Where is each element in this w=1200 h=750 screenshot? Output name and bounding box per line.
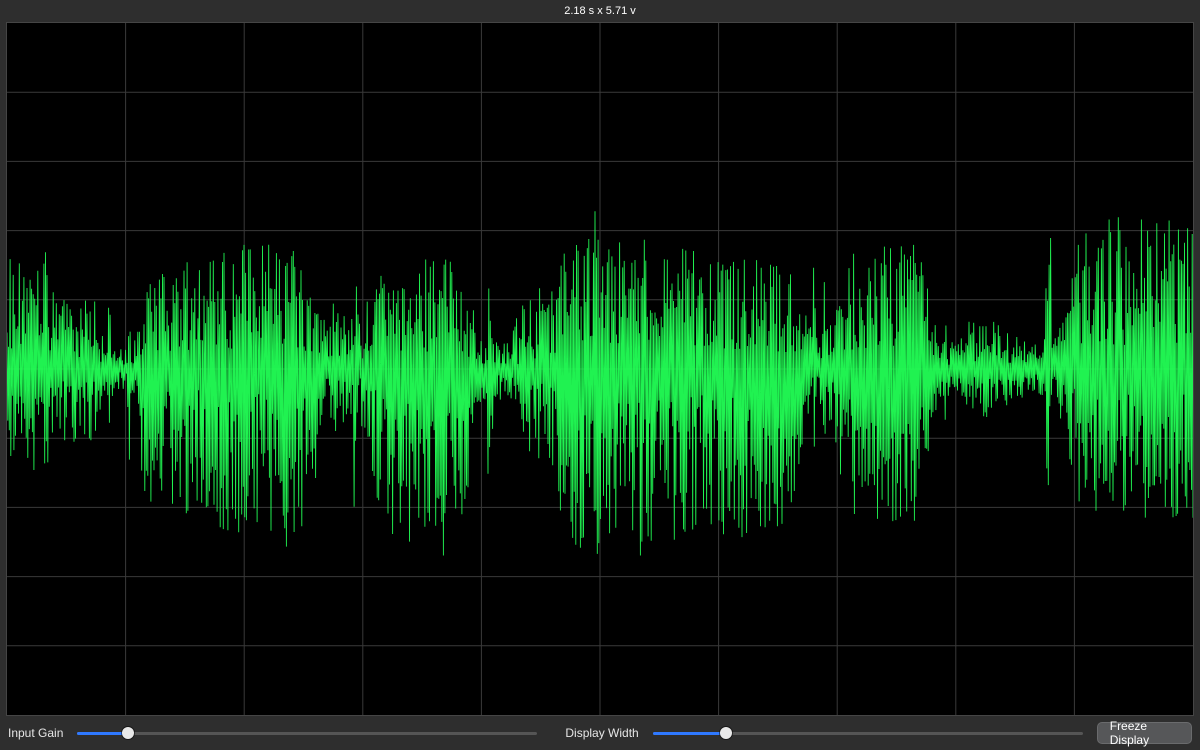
scope-display[interactable]	[6, 22, 1194, 716]
freeze-display-label: Freeze Display	[1110, 719, 1179, 747]
freeze-display-button[interactable]: Freeze Display	[1097, 722, 1192, 744]
display-width-slider[interactable]	[653, 725, 1083, 741]
input-gain-slider[interactable]	[77, 725, 537, 741]
control-bar: Input Gain Display Width Freeze Display	[0, 716, 1200, 750]
display-width-label: Display Width	[565, 726, 638, 740]
input-gain-thumb[interactable]	[122, 727, 134, 739]
display-width-thumb[interactable]	[720, 727, 732, 739]
display-width-track	[653, 732, 1083, 735]
header-bar: 2.18 s x 5.71 v	[0, 0, 1200, 22]
oscilloscope-app: 2.18 s x 5.71 v Input Gain Display Width…	[0, 0, 1200, 750]
timebase-readout: 2.18 s x 5.71 v	[564, 5, 636, 17]
display-width-fill	[653, 732, 726, 735]
scope-canvas	[7, 23, 1193, 715]
input-gain-fill	[77, 732, 128, 735]
input-gain-label: Input Gain	[8, 726, 63, 740]
input-gain-track	[77, 732, 537, 735]
